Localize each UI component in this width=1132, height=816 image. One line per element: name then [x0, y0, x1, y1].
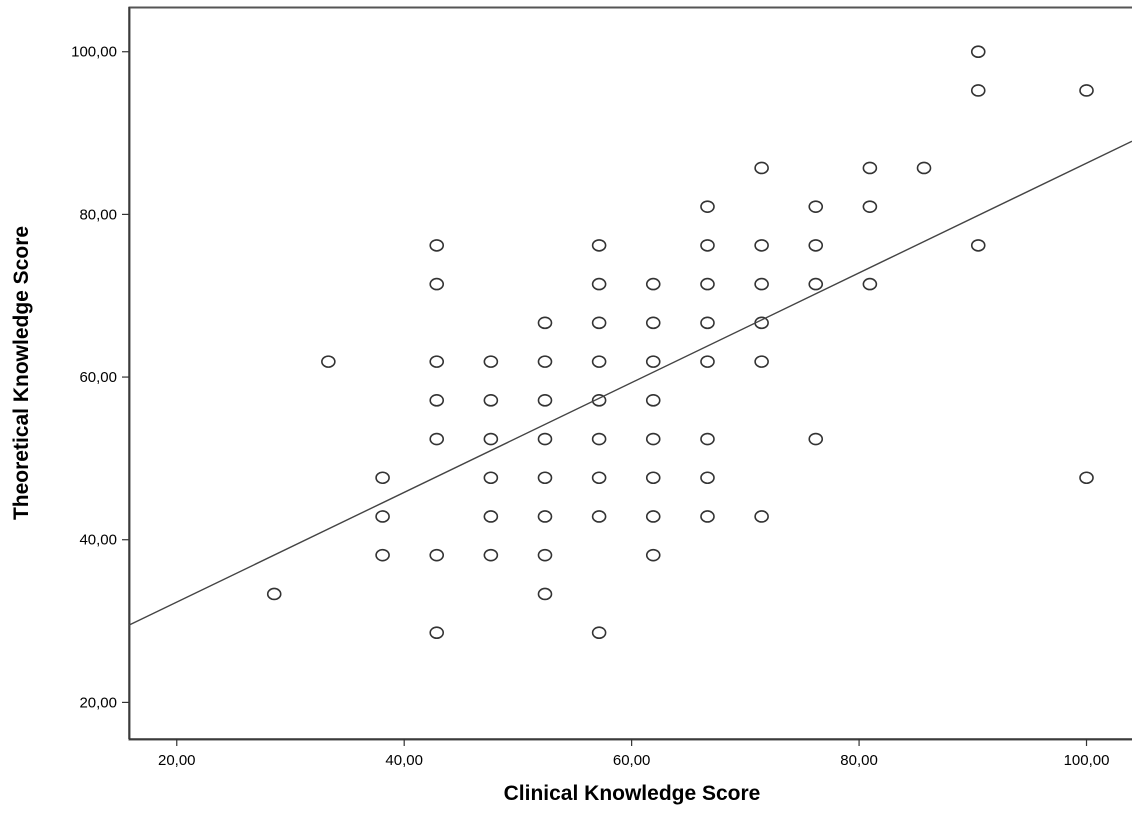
data-point: [808, 239, 824, 252]
data-point: [483, 394, 499, 407]
data-point: [645, 394, 661, 407]
data-point: [862, 200, 878, 213]
y-tick-label: 80,00: [79, 206, 117, 223]
data-point: [916, 161, 932, 175]
x-tick-label: 40,00: [385, 752, 423, 769]
data-point: [700, 239, 715, 252]
data-point: [754, 510, 769, 523]
data-point: [429, 548, 445, 562]
y-tick-label: 20,00: [79, 694, 117, 711]
data-point: [700, 316, 715, 330]
x-axis-title: Clinical Knowledge Score: [504, 782, 761, 805]
data-point: [754, 355, 769, 368]
data-point: [537, 355, 553, 368]
fit-line: [128, 140, 1132, 626]
data-point: [429, 394, 445, 407]
data-point: [537, 316, 553, 330]
y-tick-label: 40,00: [79, 532, 117, 549]
data-point: [266, 587, 282, 601]
data-point: [700, 355, 715, 368]
data-point: [645, 316, 661, 330]
data-point: [591, 239, 607, 252]
y-tick-label: 100,00: [71, 44, 117, 61]
data-point: [591, 277, 607, 291]
data-point: [970, 84, 986, 97]
x-tick-label: 100,00: [1064, 752, 1110, 769]
data-points: [266, 45, 1094, 639]
data-point: [808, 200, 824, 213]
data-point: [1079, 84, 1094, 97]
data-point: [700, 200, 715, 213]
data-point: [483, 355, 499, 368]
data-point: [429, 239, 445, 252]
plot-frame: [128, 6, 1132, 741]
data-point: [321, 355, 336, 368]
x-tick-label: 20,00: [158, 752, 196, 769]
data-point: [375, 471, 390, 485]
data-point: [645, 355, 661, 368]
data-point: [700, 510, 715, 523]
x-tick-label: 80,00: [840, 752, 878, 769]
data-point: [700, 277, 715, 291]
data-point: [591, 626, 607, 639]
data-point: [375, 548, 390, 562]
y-tick-label: 60,00: [79, 369, 117, 386]
data-point: [537, 394, 553, 407]
y-axis-ticks: 20,00 40,00 60,00 80,00 100,00: [71, 44, 129, 711]
data-point: [754, 239, 769, 252]
data-point: [537, 432, 553, 446]
data-point: [591, 355, 607, 368]
data-point: [645, 510, 661, 523]
data-point: [375, 510, 390, 523]
data-point: [537, 510, 553, 523]
data-point: [591, 471, 607, 485]
y-axis-title: Theoretical Knowledge Score: [10, 226, 33, 520]
data-point: [429, 355, 445, 368]
data-point: [700, 471, 715, 485]
data-point: [537, 587, 553, 601]
data-point: [808, 277, 824, 291]
data-point: [483, 432, 499, 446]
data-point: [645, 432, 661, 446]
x-tick-label: 60,00: [613, 752, 651, 769]
data-point: [970, 45, 986, 59]
data-point: [808, 432, 824, 446]
data-point: [862, 277, 878, 291]
data-point: [645, 548, 661, 562]
data-point: [537, 471, 553, 485]
data-point: [429, 277, 445, 291]
data-point: [591, 432, 607, 446]
x-axis-ticks: 20,00 40,00 60,00 80,00 100,00: [158, 739, 1109, 769]
data-point: [429, 432, 445, 446]
data-point: [754, 277, 769, 291]
data-point: [483, 548, 499, 562]
data-point: [970, 239, 986, 252]
data-point: [591, 394, 607, 407]
data-point: [645, 471, 661, 485]
data-point: [591, 510, 607, 523]
data-point: [862, 161, 878, 175]
data-point: [537, 548, 553, 562]
data-point: [591, 316, 607, 330]
data-point: [754, 161, 769, 175]
data-point: [429, 626, 445, 639]
data-point: [483, 510, 499, 523]
data-point: [645, 277, 661, 291]
data-point: [1079, 471, 1094, 485]
data-point: [483, 471, 499, 485]
data-point: [700, 432, 715, 446]
